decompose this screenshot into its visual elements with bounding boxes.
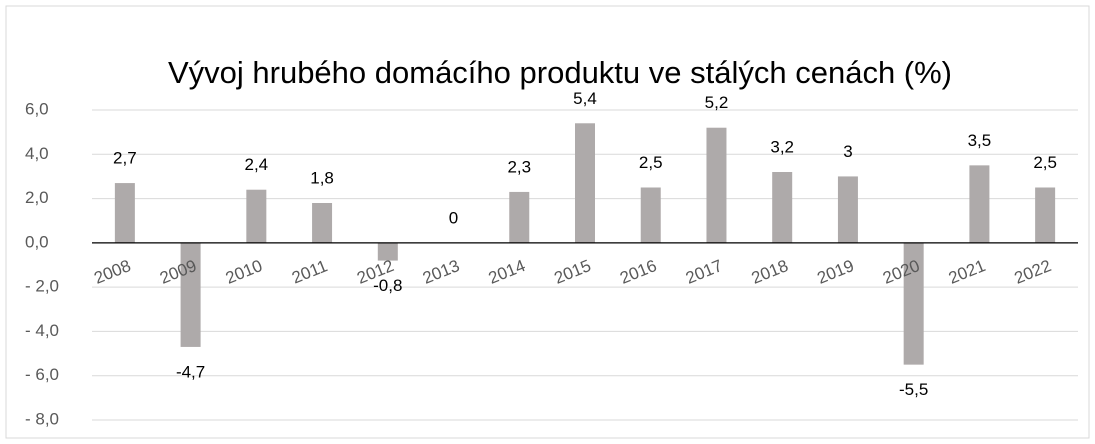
data-label: -0,8 [373, 276, 402, 295]
y-tick-label: - 6,0 [25, 365, 59, 384]
bar [377, 242, 398, 261]
y-tick-label: - 4,0 [25, 321, 59, 340]
bar [969, 165, 990, 243]
y-tick-label: 6,0 [25, 99, 49, 118]
bar [180, 242, 201, 347]
y-tick-label: 4,0 [25, 144, 49, 163]
data-label: 3,5 [968, 131, 992, 150]
bar [706, 127, 727, 243]
data-label: -5,5 [899, 380, 928, 399]
bar [114, 183, 135, 243]
bar [312, 203, 333, 243]
data-label: 1,8 [310, 168, 334, 187]
data-label: 0 [449, 208, 458, 227]
data-label: 5,4 [573, 89, 597, 108]
data-label: 2,7 [113, 149, 137, 168]
data-label: 2,5 [639, 153, 663, 172]
chart-frame [5, 5, 1090, 439]
data-label: 5,2 [705, 93, 729, 112]
y-tick-label: 2,0 [25, 188, 49, 207]
data-label: 3,2 [770, 137, 794, 156]
data-label: 3 [843, 142, 852, 161]
chart-title: Vývoj hrubého domácího produktu ve stálý… [168, 55, 952, 90]
bar [509, 191, 530, 243]
bar [1035, 187, 1056, 243]
bar [246, 189, 267, 243]
bar [772, 172, 793, 243]
y-tick-label: - 8,0 [25, 409, 59, 428]
bar [903, 242, 924, 365]
bar [575, 123, 595, 243]
bar [837, 176, 858, 243]
y-tick-label: - 2,0 [25, 277, 59, 296]
bar [640, 187, 661, 243]
data-label: 2,3 [507, 157, 531, 176]
data-label: 2,4 [245, 155, 269, 174]
data-label: -4,7 [176, 362, 205, 381]
data-label: 2,5 [1033, 153, 1057, 172]
y-tick-label: 0,0 [25, 232, 49, 251]
